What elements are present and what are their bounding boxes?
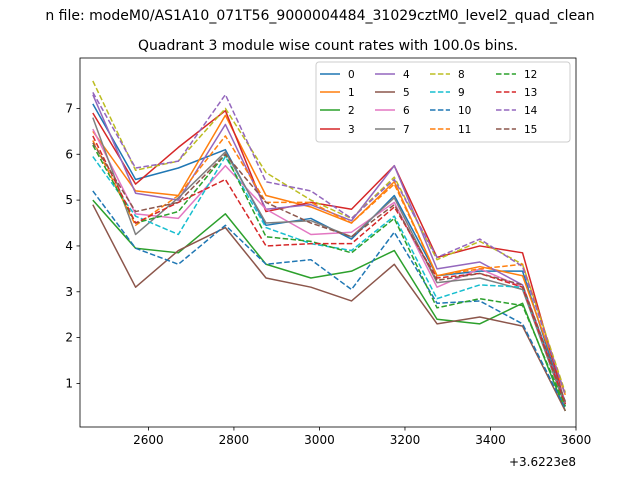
legend-item-8: 8 (430, 69, 465, 81)
legend-item-10: 10 (430, 105, 471, 117)
series-line-12 (92, 144, 567, 407)
x-tick-label: 3400 (475, 433, 506, 447)
legend-item-3: 3 (320, 124, 355, 136)
x-tick-label: 3000 (304, 433, 335, 447)
legend-label: 2 (348, 105, 355, 117)
legend-item-14: 14 (496, 105, 538, 117)
series-line-15 (92, 142, 567, 403)
y-tick-label: 5 (65, 193, 73, 207)
series-line-5 (92, 204, 566, 412)
legend-item-15: 15 (496, 124, 537, 136)
series-line-7 (92, 117, 567, 407)
x-tick-label: 3200 (390, 433, 421, 447)
legend-item-5: 5 (375, 87, 410, 99)
legend-label: 14 (524, 105, 538, 117)
legend-label: 11 (458, 124, 471, 136)
series-line-14 (92, 92, 567, 396)
legend-item-0: 0 (320, 69, 355, 81)
legend-item-9: 9 (430, 87, 465, 99)
legend-label: 0 (348, 69, 355, 81)
series-line-9 (92, 155, 567, 403)
legend-item-2: 2 (320, 105, 355, 117)
axes-frame (79, 57, 577, 428)
legend-item-12: 12 (496, 69, 537, 81)
series-line-3 (92, 109, 567, 405)
legend-item-13: 13 (496, 87, 537, 99)
series-line-6 (92, 128, 567, 407)
series-line-10 (92, 190, 566, 409)
figure-suptitle: n file: modeM0/AS1A10_071T56_9000004484_… (45, 8, 594, 24)
series-line-11 (92, 135, 567, 396)
y-tick-label: 1 (65, 376, 73, 390)
legend-label: 4 (403, 69, 410, 81)
y-tick-label: 2 (65, 331, 73, 345)
legend-label: 9 (458, 87, 465, 99)
x-tick-label: 2800 (219, 433, 250, 447)
legend-label: 6 (403, 105, 410, 117)
y-tick-label: 4 (65, 239, 73, 253)
x-tick-label: 2600 (133, 433, 164, 447)
legend-label: 7 (403, 124, 410, 136)
legend-label: 5 (403, 87, 410, 99)
legend-item-11: 11 (430, 124, 471, 136)
legend-frame (315, 61, 571, 143)
legend-label: 13 (524, 87, 537, 99)
legend-label: 3 (348, 124, 355, 136)
legend-item-6: 6 (375, 105, 410, 117)
x-tick-label: 3600 (561, 433, 592, 447)
legend-label: 15 (524, 124, 537, 136)
legend-label: 1 (348, 87, 355, 99)
legend-item-7: 7 (375, 124, 410, 136)
y-axis: 1 2 3 4 5 6 7 (65, 101, 80, 390)
legend-label: 8 (458, 69, 465, 81)
series-layer (92, 80, 567, 412)
legend-label: 12 (524, 69, 537, 81)
y-tick-label: 7 (65, 101, 73, 115)
legend-item-1: 1 (320, 87, 355, 99)
legend-label: 10 (458, 105, 471, 117)
chart-title: Quadrant 3 module wise count rates with … (138, 38, 518, 54)
legend-item-4: 4 (375, 69, 410, 81)
y-tick-label: 3 (65, 285, 73, 299)
x-axis-offset-label: +3.6223e8 (509, 455, 576, 469)
y-tick-label: 6 (65, 147, 73, 161)
x-axis: 2600 2800 3000 3200 3400 3600 (133, 427, 591, 447)
